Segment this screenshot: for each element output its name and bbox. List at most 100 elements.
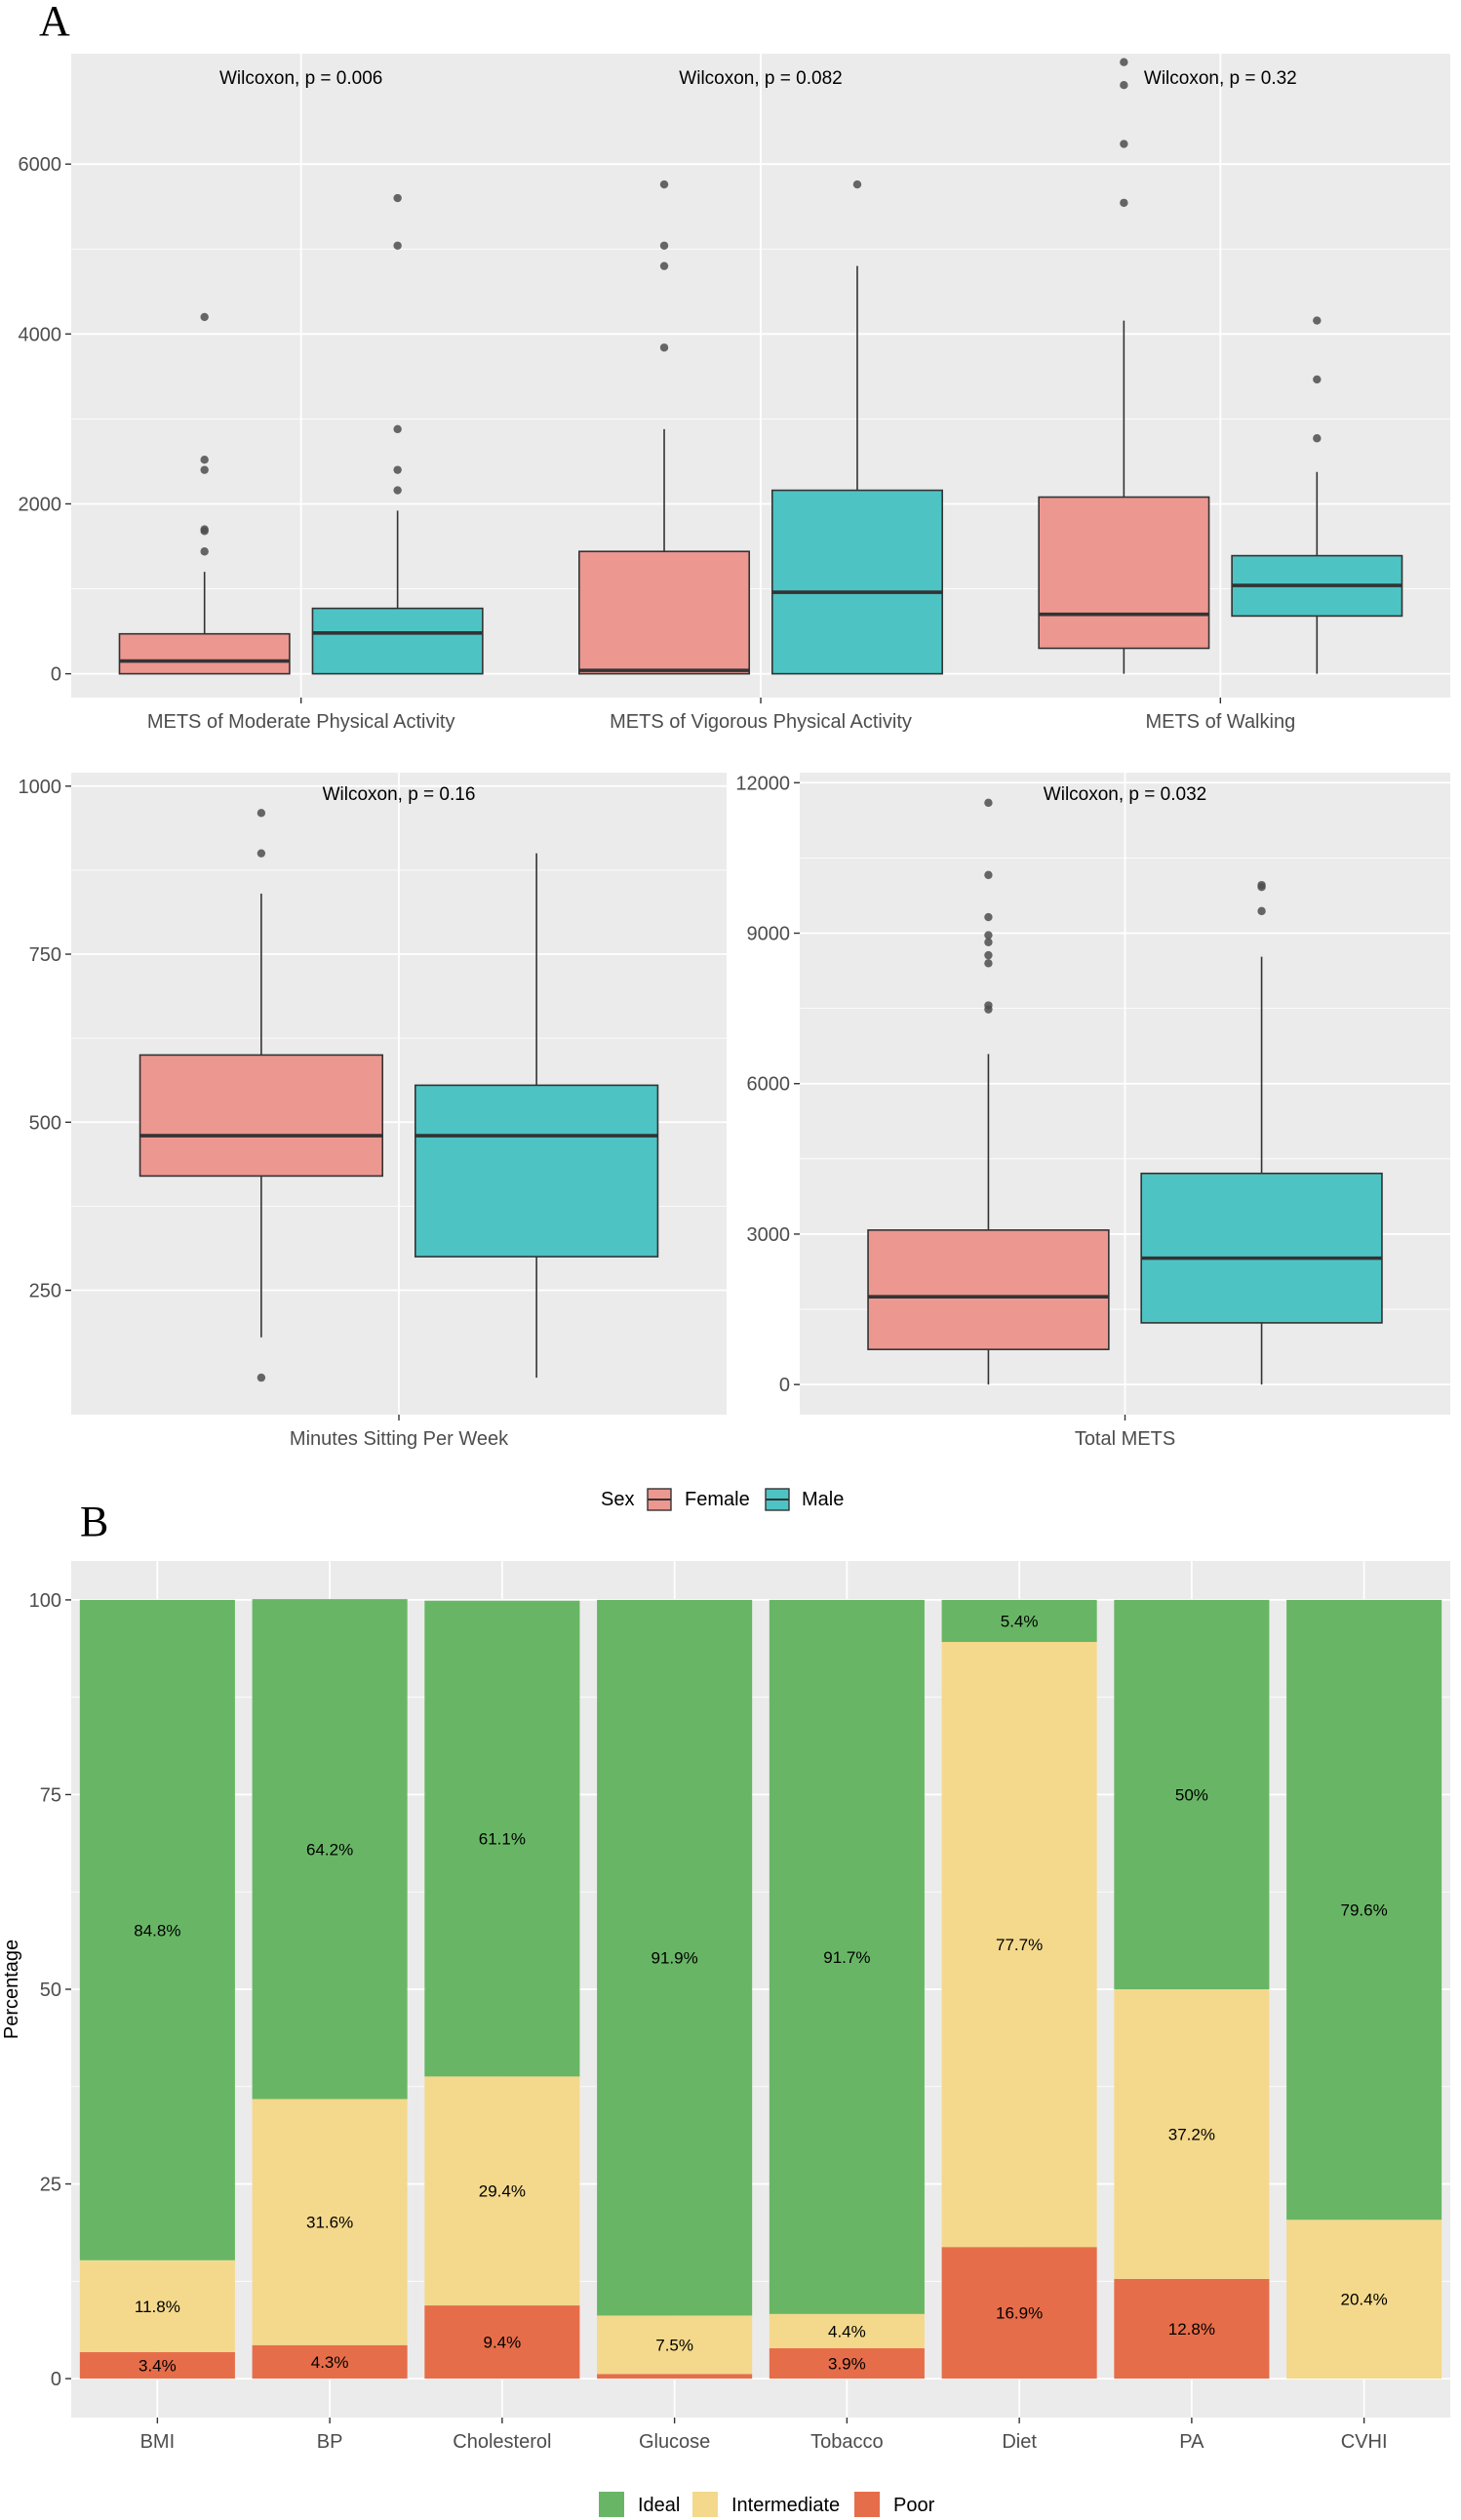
- mets-wilcoxon-annotation: Wilcoxon, p = 0.32: [1144, 68, 1297, 89]
- sitting-y-tick-label: 250: [29, 1281, 61, 1302]
- legend-label-female: Female: [685, 1489, 750, 1510]
- bar-value-label-intermediate: 7.5%: [655, 2336, 693, 2354]
- mets-wilcoxon-annotation: Wilcoxon, p = 0.082: [679, 68, 842, 89]
- mets-female-box: [1038, 496, 1210, 650]
- mets-wilcoxon-annotation: Wilcoxon, p = 0.006: [219, 68, 382, 89]
- panel-label-b: B: [80, 1498, 108, 1545]
- bar-value-label-ideal: 91.7%: [823, 1948, 870, 1967]
- mets-female-outlier: [659, 180, 669, 189]
- mets-female-box: [578, 550, 751, 675]
- mets-y-tick-label: 0: [51, 664, 61, 686]
- bar-x-tick-label: Tobacco: [810, 2431, 884, 2453]
- bar-value-label-ideal: 84.8%: [134, 1921, 180, 1940]
- sitting-female-outlier: [257, 809, 266, 818]
- sitting-female-outlier: [257, 849, 266, 858]
- total-female-box: [867, 1229, 1110, 1350]
- chart-cardiovascular-health: 0 25 50 75 100 Percentage 3.4% 11.8% 84.8% BMI 4.3…: [1, 1561, 1450, 2453]
- total-male-outlier: [1257, 880, 1266, 890]
- bar-segment-ideal: [597, 1599, 753, 2316]
- bar-x-tick-label: Cholesterol: [453, 2431, 551, 2453]
- bar-segment-poor: [79, 2351, 235, 2380]
- sex-legend-title: Sex: [601, 1489, 634, 1510]
- mets-female-outlier: [659, 241, 669, 250]
- mets-y-tick-label: 6000: [19, 154, 62, 176]
- total-female-outlier: [984, 1001, 993, 1010]
- sitting-female-outlier: [257, 1373, 266, 1382]
- mets-x-tick-label: METS of Walking: [1145, 711, 1295, 733]
- legend-label-male: Male: [802, 1489, 844, 1510]
- mets-male-outlier: [1313, 434, 1322, 443]
- bar-value-label-ideal: 64.2%: [306, 1840, 353, 1859]
- bar-value-label-ideal: 5.4%: [1001, 1612, 1039, 1630]
- mets-female-outlier: [200, 312, 209, 322]
- bar-segment-ideal: [424, 1600, 580, 2077]
- bar-segment-poor: [424, 2305, 580, 2380]
- bar-segment-poor: [597, 2374, 753, 2380]
- total-female-outlier: [984, 870, 993, 880]
- total-female-outlier: [984, 912, 993, 922]
- total-female-outlier: [984, 798, 993, 808]
- mets-male-outlier: [393, 424, 402, 434]
- bar-value-label-poor: 4.3%: [311, 2353, 349, 2372]
- total-male-box: [1140, 1172, 1383, 1324]
- mets-x-tick-label: METS of Moderate Physical Activity: [147, 711, 455, 733]
- sitting-wilcoxon-annotation: Wilcoxon, p = 0.16: [323, 784, 476, 805]
- sitting-x-tick-label: Minutes Sitting Per Week: [290, 1428, 509, 1450]
- total-x-tick-label: Total METS: [1075, 1428, 1175, 1450]
- mets-female-box: [118, 632, 291, 675]
- mets-female-outlier: [200, 547, 209, 556]
- mets-x-tick-label: METS of Vigorous Physical Activity: [610, 711, 912, 733]
- bar-y-tick-label: 75: [40, 1784, 61, 1806]
- mets-female-outlier: [200, 465, 209, 474]
- mets-male-outlier: [393, 486, 402, 495]
- mets-male-box: [311, 607, 484, 675]
- bar-segment-intermediate: [79, 2260, 235, 2352]
- bar-segment-ideal: [769, 1599, 925, 2314]
- bar-value-label-poor: 3.4%: [138, 2357, 177, 2376]
- bar-segment-ideal: [941, 1599, 1097, 1643]
- mets-female-outlier: [1120, 58, 1128, 66]
- bar-value-label-intermediate: 29.4%: [479, 2182, 526, 2201]
- bar-segment-ideal: [1286, 1599, 1442, 2220]
- mets-male-outlier: [393, 193, 402, 203]
- legend-label-ideal: Ideal: [638, 2495, 680, 2516]
- bar-value-label-poor: 9.4%: [484, 2334, 522, 2352]
- bar-segment-intermediate: [252, 2099, 408, 2345]
- bar-value-label-ideal: 79.6%: [1341, 1901, 1388, 1920]
- mets-female-outlier: [659, 261, 669, 270]
- bar-value-label-poor: 16.9%: [996, 2304, 1043, 2323]
- mets-male-outlier: [393, 465, 402, 474]
- bar-segment-intermediate: [941, 1642, 1097, 2248]
- bar-segment-intermediate: [1286, 2220, 1442, 2380]
- bar-y-axis-title: Percentage: [1, 1940, 22, 2039]
- sitting-y-tick-label: 750: [29, 944, 61, 966]
- bar-value-label-intermediate: 37.2%: [1168, 2125, 1215, 2143]
- sitting-y-tick-label: 500: [29, 1112, 61, 1134]
- mets-male-box: [770, 489, 943, 675]
- bar-x-tick-label: BMI: [140, 2431, 176, 2453]
- bar-value-label-intermediate: 11.8%: [135, 2298, 180, 2316]
- bar-segment-ideal: [252, 1599, 408, 2100]
- bar-segment-ideal: [79, 1599, 235, 2260]
- bar-y-tick-label: 25: [40, 2175, 61, 2196]
- total-female-outlier: [984, 931, 993, 940]
- bar-segment-intermediate: [597, 2315, 753, 2375]
- bar-x-tick-label: BP: [317, 2431, 343, 2453]
- mets-y-tick-label: 4000: [19, 324, 62, 345]
- sex-legend: Sex Female Male: [601, 1488, 844, 1511]
- mets-female-outlier: [1120, 198, 1128, 208]
- bar-value-label-ideal: 91.9%: [652, 1949, 698, 1968]
- bar-y-tick-label: 50: [40, 1980, 61, 2001]
- mets-male-outlier: [852, 180, 862, 189]
- mets-female-outlier: [200, 525, 209, 534]
- panel-label-a: A: [39, 0, 70, 45]
- mets-male-outlier: [393, 241, 402, 250]
- bar-segment-poor: [1114, 2278, 1270, 2380]
- sitting-y-tick-label: 1000: [19, 777, 62, 798]
- legend-key-ideal: [599, 2492, 624, 2517]
- bar-segment-intermediate: [424, 2076, 580, 2306]
- total-y-tick-label: 0: [779, 1375, 790, 1396]
- bar-segment-poor: [941, 2247, 1097, 2380]
- bar-x-tick-label: PA: [1179, 2431, 1204, 2453]
